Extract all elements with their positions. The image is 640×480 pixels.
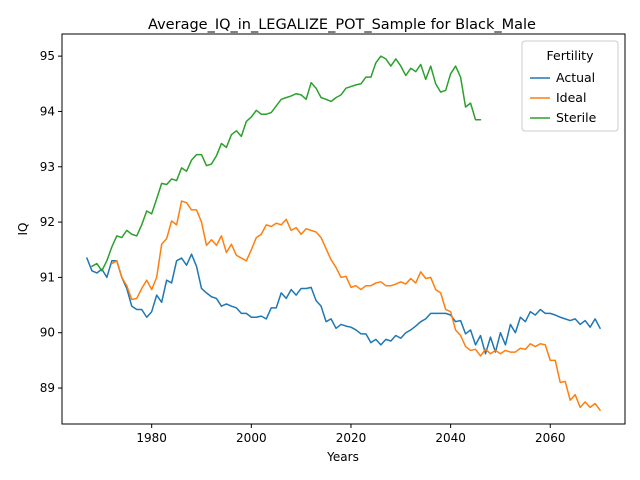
x-tick-label: 2040 bbox=[435, 431, 466, 445]
x-tick-label: 2020 bbox=[336, 431, 367, 445]
legend: Fertility Actual Ideal Sterile bbox=[521, 40, 619, 132]
y-tick-label: 92 bbox=[40, 215, 55, 229]
y-axis-label: IQ bbox=[16, 223, 30, 236]
legend-label-actual: Actual bbox=[556, 70, 595, 85]
y-tick-label: 91 bbox=[40, 270, 55, 284]
legend-label-sterile: Sterile bbox=[556, 110, 597, 125]
y-tick-label: 93 bbox=[40, 160, 55, 174]
y-axis: 89 90 91 92 93 94 95 bbox=[40, 49, 62, 395]
x-tick-label: 2000 bbox=[236, 431, 267, 445]
legend-items: Actual Ideal Sterile bbox=[530, 70, 597, 125]
y-tick-label: 89 bbox=[40, 381, 55, 395]
series-line-sterile bbox=[91, 55, 482, 272]
plot-frame bbox=[61, 33, 626, 425]
legend-label-ideal: Ideal bbox=[556, 90, 586, 105]
x-axis: 1980 2000 2020 2040 2060 bbox=[136, 424, 566, 445]
legend-box bbox=[521, 40, 619, 132]
plot-area bbox=[61, 33, 626, 425]
legend-title: Fertility bbox=[547, 48, 595, 63]
x-tick-label: 1980 bbox=[136, 431, 167, 445]
y-tick-label: 90 bbox=[40, 326, 55, 340]
series-line-actual bbox=[86, 253, 601, 355]
series-layer bbox=[86, 55, 601, 411]
series-line-ideal bbox=[111, 200, 601, 411]
x-tick-label: 2060 bbox=[535, 431, 566, 445]
y-tick-label: 94 bbox=[40, 104, 55, 118]
y-tick-label: 95 bbox=[40, 49, 55, 63]
chart-title: Average_IQ_in_LEGALIZE_POT_Sample for Bl… bbox=[148, 17, 536, 33]
x-axis-label: Years bbox=[326, 450, 359, 464]
